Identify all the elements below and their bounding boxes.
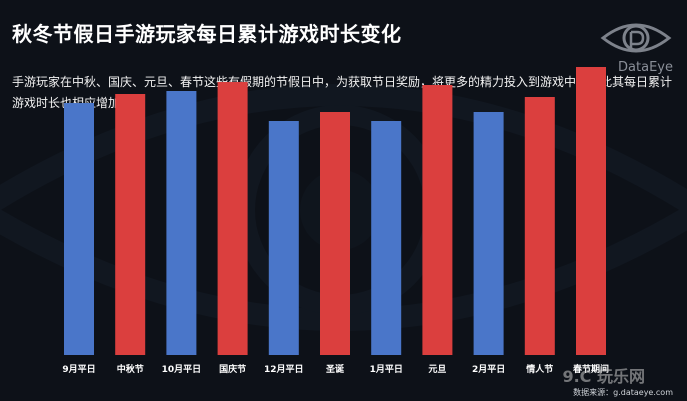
bar-情人节: [524, 97, 555, 355]
bar-春节期间: [576, 67, 606, 355]
bar-10月平日: [166, 91, 197, 355]
x-tick-label: 9月平日: [62, 364, 95, 375]
bar-9月平日: [64, 103, 94, 355]
logo-text: DataEye: [618, 60, 673, 75]
x-tick-label: 元旦: [428, 364, 446, 375]
bar-圣诞: [320, 112, 350, 355]
x-tick-label: 2月平日: [472, 364, 505, 375]
bar-国庆节: [217, 82, 248, 355]
x-tick-label: 圣诞: [326, 363, 345, 375]
x-tick-label: 情人节: [525, 363, 553, 375]
bar-12月平日: [268, 121, 299, 355]
page-title: 秋冬节假日手游玩家每日累计游戏时长变化: [12, 22, 402, 46]
x-tick-label: 10月平日: [162, 364, 202, 375]
dataeye-logo-icon: [600, 23, 672, 53]
bar-元旦: [422, 85, 453, 355]
x-tick-label: 国庆节: [219, 363, 246, 375]
x-tick-label: 12月平日: [264, 364, 304, 375]
x-tick-label: 1月平日: [370, 364, 403, 375]
x-tick-label: 中秋节: [117, 363, 144, 375]
watermark-text: 9.C 玩乐网: [562, 367, 645, 386]
bar-1月平日: [371, 121, 402, 355]
bar-2月平日: [473, 112, 504, 355]
bar-中秋节: [115, 94, 146, 355]
x-tick-label: 春节期间: [572, 363, 609, 375]
data-source: 数据来源：g.dataeye.com: [573, 388, 673, 397]
